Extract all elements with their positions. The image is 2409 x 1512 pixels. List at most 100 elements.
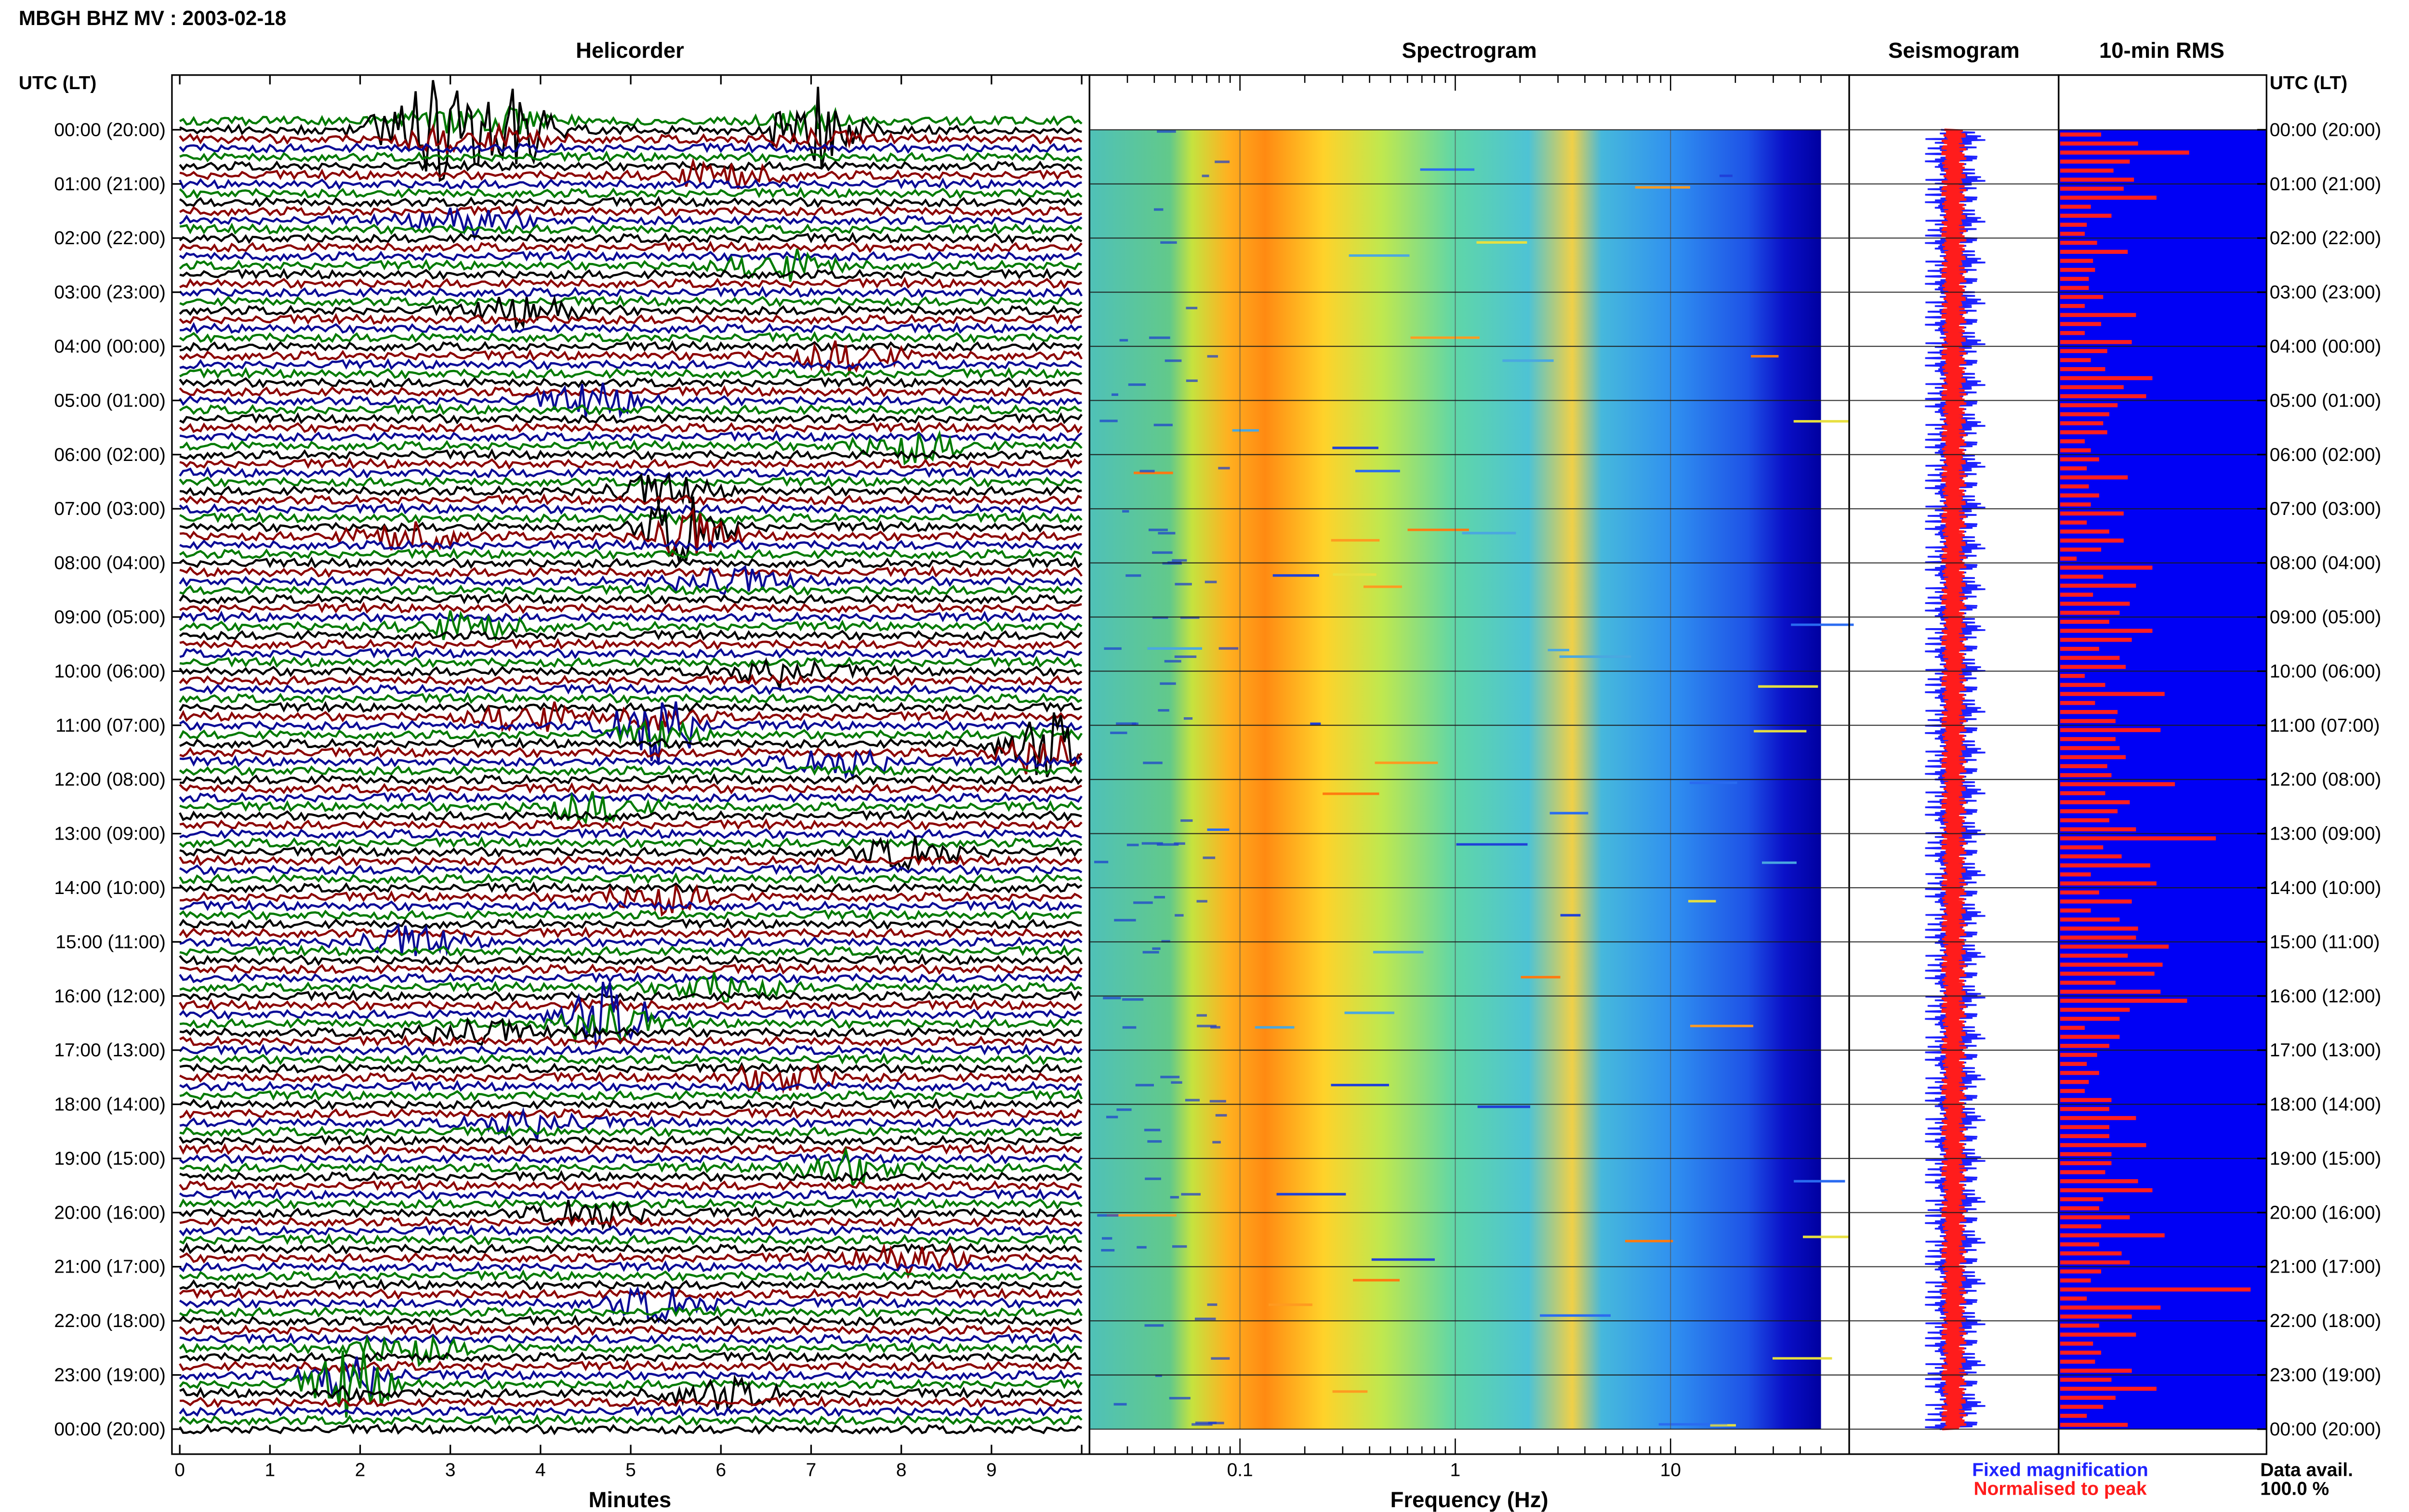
rms-bar bbox=[2060, 376, 2153, 381]
helicorder-trace bbox=[179, 701, 1083, 713]
rms-bar bbox=[2060, 818, 2109, 823]
helicorder-trace bbox=[179, 610, 1083, 623]
rms-bar bbox=[2060, 1224, 2102, 1229]
spectrogram-cell bbox=[1170, 1196, 1179, 1199]
time-label-right: 04:00 (00:00) bbox=[2270, 336, 2382, 357]
spectrogram-cell bbox=[1207, 355, 1218, 358]
rms-bar bbox=[2060, 782, 2175, 787]
helicorder-trace bbox=[179, 712, 1083, 777]
helicorder-trace bbox=[179, 1278, 1083, 1291]
rms-bar bbox=[2060, 1052, 2097, 1057]
rms-bar bbox=[2060, 439, 2085, 444]
helicorder-trace bbox=[179, 1004, 1083, 1045]
spectrogram-cell bbox=[1521, 976, 1561, 979]
rms-bar bbox=[2060, 1287, 2251, 1292]
rms-bar bbox=[2060, 701, 2095, 705]
rms-bar bbox=[2060, 881, 2157, 886]
spectrogram-cell bbox=[1116, 722, 1137, 725]
rms-bar bbox=[2060, 1233, 2165, 1237]
rms-bar bbox=[2060, 132, 2102, 137]
rms-bar bbox=[2060, 764, 2107, 768]
rms-bar bbox=[2060, 1079, 2089, 1084]
rms-bar bbox=[2060, 259, 2093, 263]
spectrogram-cell bbox=[1332, 447, 1378, 449]
rms-bar bbox=[2060, 999, 2187, 1003]
rms-bar bbox=[2060, 268, 2095, 272]
rms-bar bbox=[2060, 1359, 2095, 1364]
spectrogram-cell bbox=[1658, 1423, 1727, 1426]
time-axis-title-right: UTC (LT) bbox=[2270, 73, 2347, 93]
spectrogram-cell bbox=[1158, 709, 1169, 712]
spectrogram-cell bbox=[1172, 559, 1187, 562]
helicorder-trace bbox=[179, 186, 1083, 199]
time-label-left: 17:00 (13:00) bbox=[54, 1040, 166, 1061]
spectrogram-cell bbox=[1174, 842, 1185, 845]
helicorder-trace bbox=[179, 638, 1082, 650]
rms-bar bbox=[2060, 656, 2120, 660]
helicorder-trace bbox=[179, 791, 1083, 804]
rms-bar bbox=[2060, 692, 2165, 696]
rms-bar bbox=[2060, 168, 2114, 173]
helicorder-trace bbox=[179, 657, 1083, 692]
rms-bar bbox=[2060, 800, 2130, 804]
rms-bar bbox=[2060, 349, 2107, 354]
axis-ticks: 0 1 2 3 4 5 6 7 8 9 0.1 1 10 bbox=[172, 75, 2267, 1480]
spectrogram-cell bbox=[1344, 1012, 1394, 1014]
rms-bar bbox=[2060, 962, 2163, 967]
spectrogram-cell bbox=[1373, 951, 1424, 954]
helicorder-trace bbox=[179, 1098, 1083, 1111]
helicorder-trace bbox=[179, 1242, 1082, 1279]
helicorder-trace bbox=[179, 1170, 1083, 1183]
helicorder-trace bbox=[179, 157, 1083, 189]
helicorder-trace bbox=[179, 1062, 1083, 1094]
rms-bar bbox=[2060, 1341, 2093, 1346]
spectrogram-cell bbox=[1207, 828, 1230, 831]
helicorder-trace bbox=[179, 1356, 1082, 1398]
rms-bar bbox=[2060, 953, 2128, 958]
helicorder-trace bbox=[179, 997, 1083, 1013]
rms-bar bbox=[2060, 1315, 2132, 1319]
rms-bar bbox=[2060, 1125, 2109, 1130]
rms-bar bbox=[2060, 511, 2124, 516]
helicorder-trace bbox=[179, 791, 1083, 827]
helicorder-trace bbox=[179, 673, 1083, 686]
spectrogram-cell bbox=[1540, 1314, 1611, 1317]
rms-bar bbox=[2060, 863, 2150, 868]
helicorder-trace bbox=[179, 748, 1083, 781]
spectrogram-cell bbox=[1803, 1236, 1850, 1238]
spectrogram-cell bbox=[1215, 160, 1230, 163]
time-label-left: 19:00 (15:00) bbox=[54, 1148, 166, 1169]
spectrogram-cell bbox=[1112, 393, 1119, 396]
helicorder-trace bbox=[179, 989, 1083, 1002]
spectrogram-cell bbox=[1157, 843, 1179, 846]
helicorder-trace bbox=[179, 1089, 1083, 1102]
rms-frame bbox=[2058, 74, 2267, 1455]
rms-bar bbox=[2060, 547, 2102, 552]
spectrogram-cell bbox=[1690, 781, 1737, 784]
spectrogram-cell bbox=[1144, 1129, 1161, 1131]
helicorder-trace bbox=[179, 1405, 1083, 1417]
time-label-right: 20:00 (16:00) bbox=[2270, 1202, 2382, 1223]
rms-bar bbox=[2060, 223, 2087, 227]
rms-bar bbox=[2060, 719, 2116, 723]
helicorder-trace bbox=[179, 1374, 1083, 1412]
time-label-left: 16:00 (12:00) bbox=[54, 986, 166, 1007]
helicorder-trace bbox=[179, 466, 1083, 479]
spectrogram-cell bbox=[1560, 914, 1581, 917]
spectrogram-cell bbox=[1255, 1026, 1295, 1029]
time-label-right: 14:00 (10:00) bbox=[2270, 878, 2382, 898]
helicorder-trace bbox=[179, 836, 1082, 872]
spectrogram-cell bbox=[1125, 574, 1141, 577]
spectrogram-cell bbox=[1097, 1214, 1119, 1217]
rms-bar bbox=[2060, 539, 2124, 543]
rms-bar bbox=[2060, 989, 2161, 994]
frequency-tick-label: 0.1 bbox=[1227, 1459, 1253, 1480]
helicorder-trace bbox=[179, 972, 1083, 984]
rms-bar bbox=[2060, 610, 2120, 615]
spectrogram-cell bbox=[1157, 130, 1176, 133]
rms-bar bbox=[2060, 1170, 2105, 1174]
spectrogram-cell bbox=[1116, 1108, 1132, 1111]
time-label-right: 21:00 (17:00) bbox=[2270, 1257, 2382, 1277]
spectrogram-cell bbox=[1152, 947, 1161, 950]
spectrogram-cell bbox=[1139, 470, 1155, 473]
